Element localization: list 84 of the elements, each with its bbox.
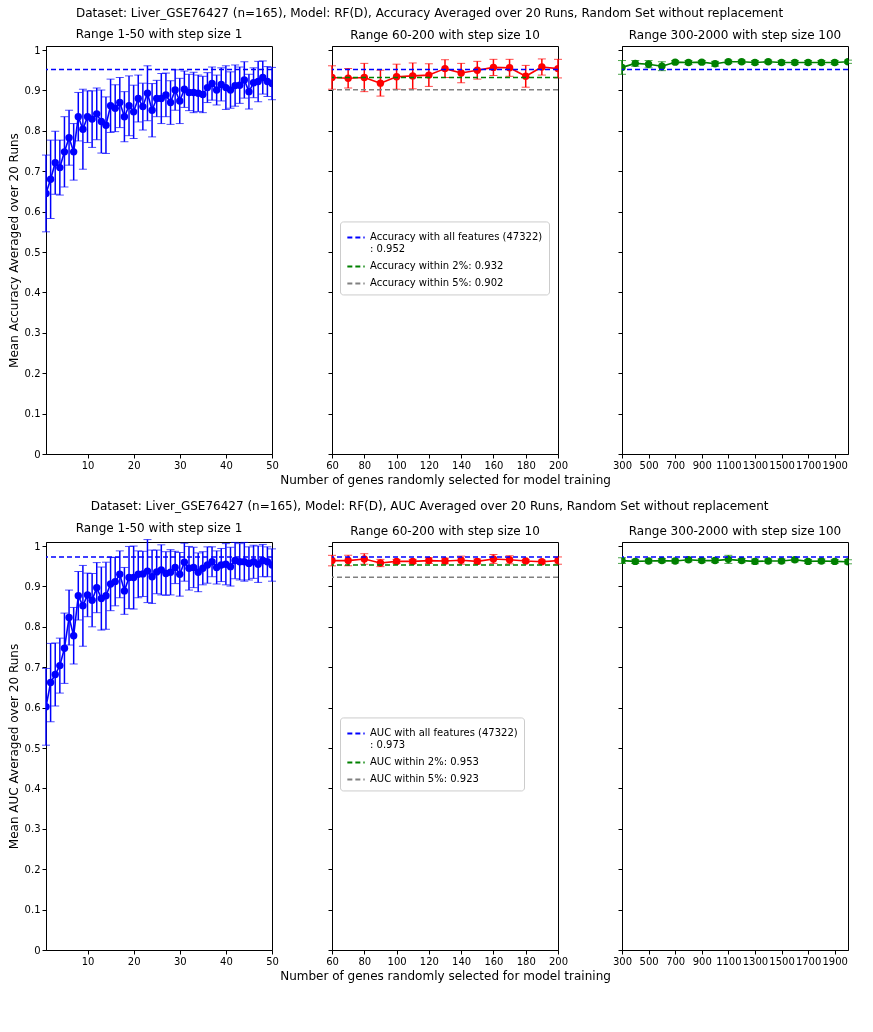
x-tick-label: 300 bbox=[612, 955, 633, 967]
y-tick-label: 0 bbox=[34, 448, 41, 460]
x-tick-label: 1100 bbox=[716, 955, 742, 967]
y-tick-label: 0.6 bbox=[24, 702, 41, 714]
chart-title: Range 300-2000 with step size 100 bbox=[628, 28, 842, 42]
x-tick-label: 10 bbox=[81, 955, 95, 967]
y-tick-label: 1 bbox=[34, 540, 41, 552]
chart-title: Range 1-50 with step size 1 bbox=[75, 520, 243, 535]
x-tick-label: 60 bbox=[326, 459, 339, 471]
y-tick-label: 0.5 bbox=[24, 246, 41, 258]
x-tick-label: 50 bbox=[266, 955, 279, 967]
y-tick-label: 0 bbox=[34, 944, 41, 956]
legend-label: Accuracy within 2%: 0.932 bbox=[370, 260, 504, 272]
x-tick-label: 100 bbox=[387, 955, 407, 967]
y-tick-label: 0.9 bbox=[24, 84, 41, 96]
y-tick-label: 1 bbox=[34, 44, 41, 56]
y-tick-label: 0.4 bbox=[24, 286, 41, 298]
x-tick-label: 120 bbox=[419, 955, 439, 967]
x-tick-label: 10 bbox=[81, 459, 95, 471]
x-tick-label: 30 bbox=[173, 955, 187, 967]
x-tick-label: 1900 bbox=[822, 955, 848, 967]
x-tick-label: 50 bbox=[266, 459, 279, 471]
y-tick-label: 0.9 bbox=[24, 580, 41, 592]
x-tick-label: 900 bbox=[692, 955, 712, 967]
x-tick-label: 160 bbox=[484, 459, 504, 471]
x-tick-label: 500 bbox=[639, 459, 659, 471]
y-tick-label: 0.1 bbox=[24, 408, 41, 420]
text: Dataset: Liver_GSE76427 (n=165), Model: RF(D), Accuracy Averaged over 20 Runs, Random Set without replacement bbox=[75, 5, 784, 20]
chart-title: Range 1-50 with step size 1 bbox=[75, 27, 243, 42]
legend-label: Accuracy within 5%: 0.902 bbox=[370, 277, 504, 289]
x-tick-label: 700 bbox=[666, 955, 686, 967]
x-tick-label: 200 bbox=[548, 459, 569, 471]
x-tick-label: 180 bbox=[516, 955, 536, 967]
y-tick-label: 0.1 bbox=[24, 904, 41, 916]
x-axis-title: Number of genes randomly selected for model training bbox=[280, 968, 611, 983]
x-tick-label: 40 bbox=[220, 459, 233, 471]
text: Dataset: Liver_GSE76427 (n=165), Model: RF(D), AUC Averaged over 20 Runs, Random Set without replacement bbox=[90, 499, 769, 514]
legend-label: Accuracy with all features (47322) : 0.952 bbox=[370, 231, 543, 255]
chart-title: Range 60-200 with step size 10 bbox=[350, 28, 540, 42]
x-tick-label: 180 bbox=[516, 459, 536, 471]
y-axis-title: Mean AUC Averaged over 20 Runs bbox=[6, 643, 21, 850]
x-tick-label: 1100 bbox=[716, 459, 742, 471]
x-tick-label: 1700 bbox=[795, 955, 822, 967]
y-tick-label: 0.3 bbox=[24, 823, 41, 835]
chart-title: Range 300-2000 with step size 100 bbox=[628, 524, 842, 538]
x-tick-label: 1700 bbox=[795, 459, 822, 471]
x-tick-label: 200 bbox=[548, 955, 569, 967]
x-tick-label: 1300 bbox=[742, 955, 769, 967]
x-tick-label: 80 bbox=[358, 955, 372, 967]
y-tick-label: 0.5 bbox=[24, 742, 41, 754]
legend-label: AUC within 2%: 0.953 bbox=[370, 756, 479, 768]
x-tick-label: 1900 bbox=[822, 459, 848, 471]
x-axis-title: Number of genes randomly selected for model training bbox=[280, 472, 611, 487]
x-tick-label: 80 bbox=[358, 459, 372, 471]
y-axis-title: Mean Accuracy Averaged over 20 Runs bbox=[6, 133, 21, 368]
y-tick-label: 0.2 bbox=[24, 863, 41, 875]
y-tick-label: 0.2 bbox=[24, 367, 41, 379]
x-tick-label: 40 bbox=[220, 955, 233, 967]
x-tick-label: 100 bbox=[387, 459, 407, 471]
x-tick-label: 1500 bbox=[769, 955, 795, 967]
y-tick-label: 0.8 bbox=[24, 125, 41, 137]
x-tick-label: 500 bbox=[639, 955, 659, 967]
legend-label: AUC with all features (47322) : 0.973 bbox=[370, 727, 518, 751]
y-tick-label: 0.6 bbox=[24, 206, 41, 218]
y-tick-label: 0.7 bbox=[24, 661, 41, 673]
x-tick-label: 20 bbox=[127, 459, 141, 471]
x-tick-label: 120 bbox=[419, 459, 439, 471]
x-tick-label: 140 bbox=[452, 955, 472, 967]
y-tick-label: 0.8 bbox=[24, 621, 41, 633]
x-tick-label: 1300 bbox=[742, 459, 769, 471]
x-tick-label: 140 bbox=[452, 459, 472, 471]
x-tick-label: 700 bbox=[666, 459, 686, 471]
x-tick-label: 60 bbox=[326, 955, 339, 967]
x-tick-label: 160 bbox=[484, 955, 504, 967]
x-tick-label: 20 bbox=[127, 955, 141, 967]
x-tick-label: 30 bbox=[173, 459, 187, 471]
chart-title: Range 60-200 with step size 10 bbox=[350, 524, 540, 538]
legend-label: AUC within 5%: 0.923 bbox=[370, 773, 479, 785]
x-tick-label: 900 bbox=[692, 459, 712, 471]
x-tick-label: 300 bbox=[612, 459, 633, 471]
y-tick-label: 0.7 bbox=[24, 165, 41, 177]
x-tick-label: 1500 bbox=[769, 459, 795, 471]
y-tick-label: 0.4 bbox=[24, 782, 41, 794]
y-tick-label: 0.3 bbox=[24, 327, 41, 339]
